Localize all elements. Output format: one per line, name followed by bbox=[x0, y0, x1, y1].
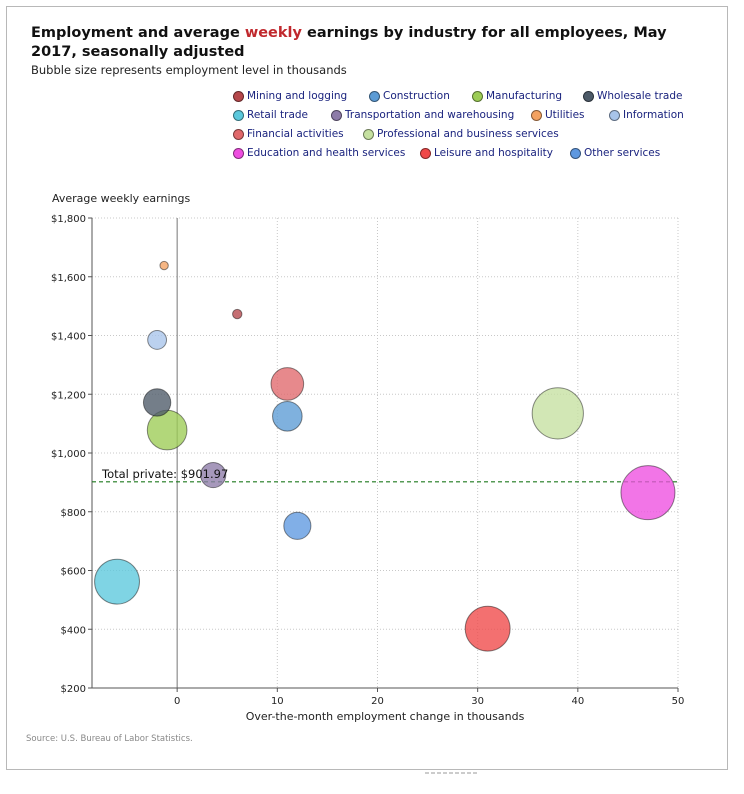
legend-item: Retail trade bbox=[233, 109, 308, 121]
legend-swatch bbox=[531, 109, 542, 121]
legend-swatch bbox=[420, 147, 431, 159]
bubble-retail-trade bbox=[94, 558, 140, 605]
title-part-after: earnings by industry for all employees, … bbox=[31, 25, 667, 60]
legend-swatch bbox=[233, 90, 244, 102]
y-tick-label: $600 bbox=[61, 567, 86, 578]
bubble-other-services bbox=[283, 511, 312, 540]
legend-item: Education and health services bbox=[233, 147, 405, 159]
x-tick-label: 40 bbox=[571, 696, 584, 707]
legend-label: Wholesale trade bbox=[597, 90, 683, 102]
bubble-financial-activities bbox=[270, 367, 305, 401]
x-tick-label: 30 bbox=[471, 696, 484, 707]
bottom-cut-mark bbox=[425, 772, 477, 774]
legend-label: Information bbox=[623, 109, 684, 121]
legend-label: Other services bbox=[584, 147, 661, 159]
legend-swatch bbox=[331, 109, 342, 121]
x-tick-label: 20 bbox=[371, 696, 384, 707]
source-note: Source: U.S. Bureau of Labor Statistics. bbox=[26, 734, 193, 744]
legend-swatch bbox=[609, 109, 620, 121]
bubble-transportation-and-warehousing bbox=[200, 461, 227, 489]
legend-item: Leisure and hospitality bbox=[420, 147, 553, 159]
legend-item: Construction bbox=[369, 90, 450, 102]
legend-swatch bbox=[233, 109, 244, 121]
legend-item: Mining and logging bbox=[233, 90, 347, 102]
legend-swatch bbox=[570, 147, 581, 159]
legend-label: Transportation and warehousing bbox=[345, 109, 515, 121]
legend-label: Professional and business services bbox=[377, 128, 559, 140]
chart-legend: Mining and logging Construction Manufactur… bbox=[0, 0, 744, 170]
x-tick-label: 10 bbox=[271, 696, 284, 707]
y-tick-label: $1,000 bbox=[51, 449, 86, 460]
legend-label: Retail trade bbox=[247, 109, 309, 121]
y-tick-label: $200 bbox=[61, 684, 86, 695]
bubble-education-and-health-services bbox=[620, 465, 676, 521]
legend-label: Manufacturing bbox=[486, 90, 563, 102]
y-tick-label: $800 bbox=[61, 508, 86, 519]
y-axis-label: Average weekly earnings bbox=[52, 192, 191, 205]
legend-item: Other services bbox=[570, 147, 660, 159]
bubble-construction bbox=[272, 400, 303, 432]
legend-swatch bbox=[472, 90, 483, 102]
chart-title: Employment and average weekly earnings b… bbox=[31, 24, 671, 62]
legend-swatch bbox=[233, 147, 244, 159]
y-tick-label: $1,200 bbox=[51, 390, 86, 401]
legend-item: Financial activities bbox=[233, 128, 344, 140]
title-part-before: Employment and average bbox=[31, 25, 245, 41]
y-tick-label: $1,400 bbox=[51, 332, 86, 343]
legend-swatch bbox=[363, 128, 374, 140]
legend-label: Leisure and hospitality bbox=[434, 147, 553, 159]
x-axis-label: Over-the-month employment change in thou… bbox=[245, 710, 525, 723]
legend-item: Professional and business services bbox=[363, 128, 559, 140]
y-tick-label: $400 bbox=[61, 625, 86, 636]
bubble-manufacturing bbox=[146, 409, 188, 451]
bubble-leisure-and-hospitality bbox=[464, 605, 511, 652]
legend-item: Utilities bbox=[531, 109, 585, 121]
title-highlight: weekly bbox=[244, 25, 302, 41]
legend-swatch bbox=[233, 128, 244, 140]
legend-label: Education and health services bbox=[247, 147, 406, 159]
legend-swatch bbox=[369, 90, 380, 102]
x-tick-label: 50 bbox=[672, 696, 685, 707]
bubble-information bbox=[147, 329, 168, 350]
legend-label: Utilities bbox=[545, 109, 585, 121]
bubble-professional-and-business-services bbox=[531, 387, 584, 440]
legend-item: Manufacturing bbox=[472, 90, 562, 102]
legend-item: Information bbox=[609, 109, 684, 121]
bubble-mining-and-logging bbox=[232, 308, 243, 320]
legend-item: Transportation and warehousing bbox=[331, 109, 514, 121]
legend-item: Wholesale trade bbox=[583, 90, 682, 102]
total-private-label: Total private: $901.97 bbox=[101, 467, 228, 481]
legend-swatch bbox=[583, 90, 594, 102]
legend-label: Mining and logging bbox=[247, 90, 348, 102]
y-tick-label: $1,800 bbox=[51, 214, 86, 225]
bubble-wholesale-trade bbox=[142, 388, 172, 417]
legend-label: Construction bbox=[383, 90, 450, 102]
x-tick-label: 0 bbox=[174, 696, 180, 707]
bubble-utilities bbox=[159, 260, 169, 271]
y-tick-label: $1,600 bbox=[51, 273, 86, 284]
chart-subtitle: Bubble size represents employment level … bbox=[31, 63, 347, 77]
legend-label: Financial activities bbox=[247, 128, 344, 140]
